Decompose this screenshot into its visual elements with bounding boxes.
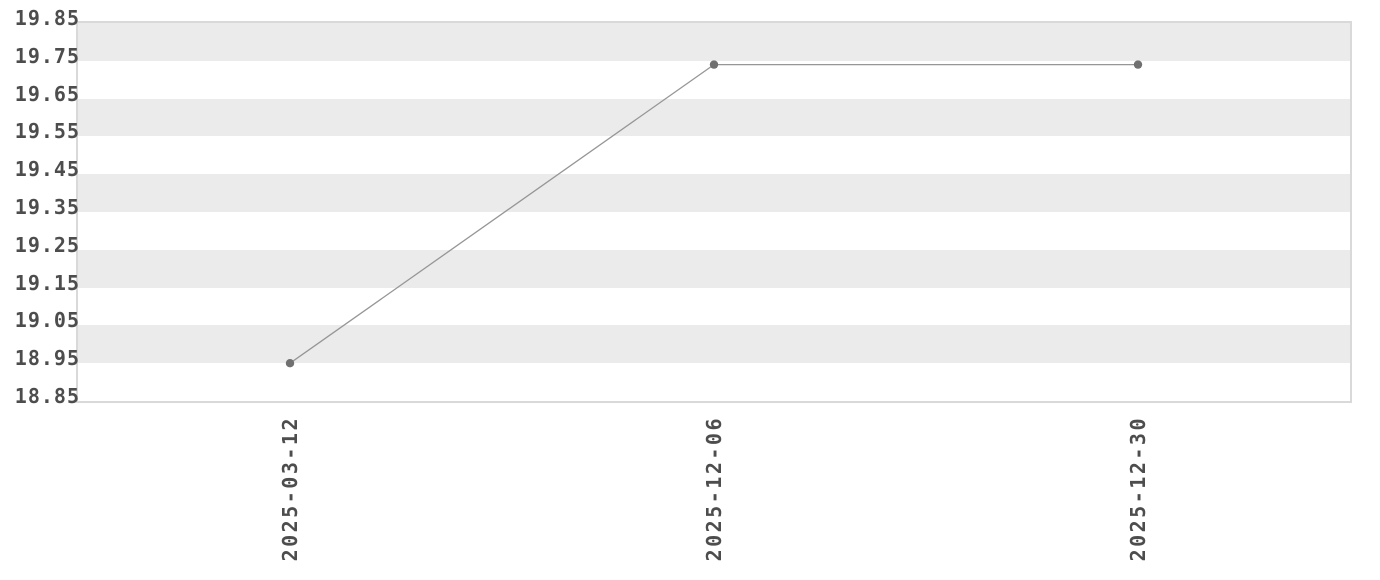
data-line-layer (285, 60, 1143, 368)
y-axis-tick-label: 19.45 (14, 157, 80, 182)
grid-band (78, 249, 1350, 288)
y-axis-tick-label: 19.85 (14, 6, 80, 30)
data-point-marker (709, 60, 719, 69)
y-axis-tick-label: 19.15 (14, 270, 80, 295)
y-axis-tick-label: 19.65 (14, 81, 80, 106)
grid-band (78, 363, 1350, 401)
y-axis-tick-label: 19.25 (14, 232, 80, 257)
y-axis-tick-label: 19.05 (14, 308, 80, 333)
y-axis-tick-label: 18.95 (14, 346, 80, 371)
data-point-marker (1133, 60, 1143, 69)
grid-band (78, 287, 1350, 326)
plot-area (76, 21, 1352, 403)
data-line (289, 63, 1138, 364)
y-axis-tick-label: 19.55 (14, 119, 80, 144)
y-axis-tick-label: 19.35 (14, 195, 80, 219)
grid-band (78, 136, 1350, 175)
grid-band (78, 325, 1350, 364)
y-axis-tick-label: 19.75 (14, 43, 80, 68)
x-axis-tick-label: 2025-12-30 (1126, 416, 1150, 562)
y-axis-tick-label: 18.85 (14, 384, 80, 408)
grid-band (78, 98, 1350, 137)
x-axis-tick-label: 2025-03-12 (278, 416, 302, 562)
grid-band (78, 174, 1350, 212)
x-axis-tick-label: 2025-12-06 (702, 416, 726, 562)
data-point-marker (285, 359, 295, 368)
grid-band (78, 23, 1350, 61)
grid-band (78, 212, 1350, 250)
